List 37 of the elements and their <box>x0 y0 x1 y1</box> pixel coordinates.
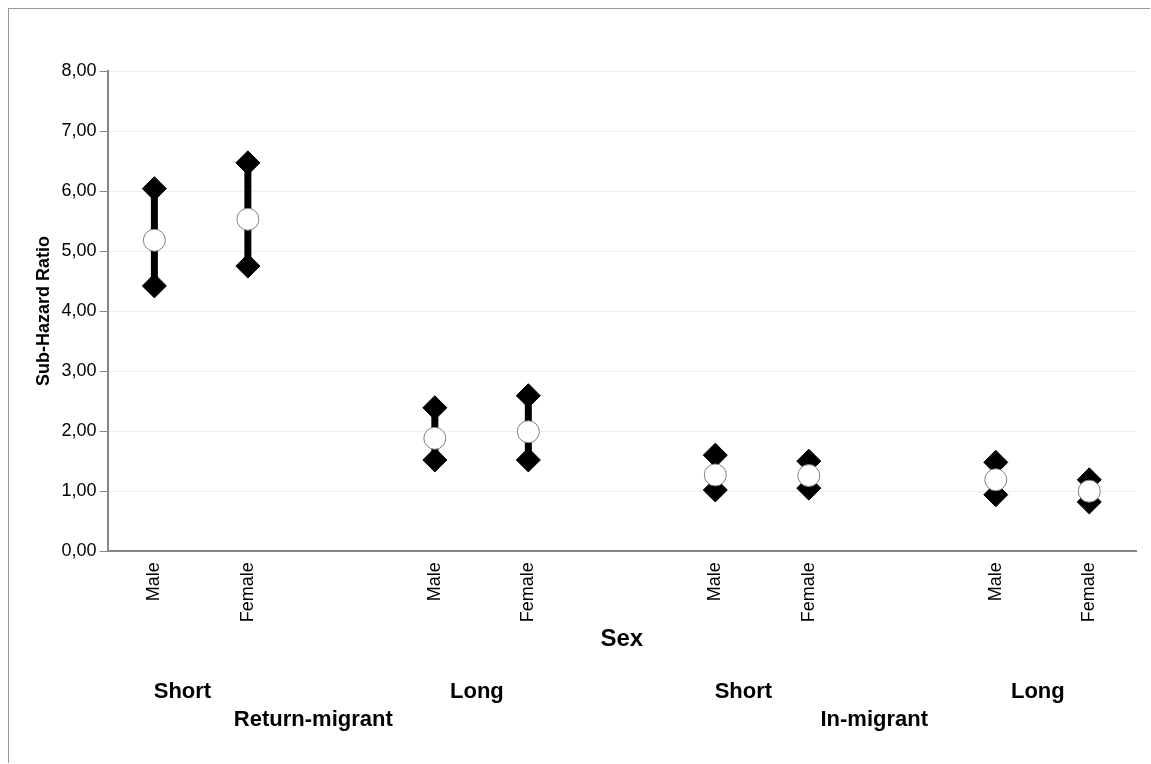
y-tick-label: 3,00 <box>61 360 97 381</box>
y-tick-label: 8,00 <box>61 59 97 80</box>
x-tick-label: Male <box>984 562 1005 602</box>
x-axis-title: Sex <box>600 624 644 652</box>
y-tick-label: 7,00 <box>61 119 97 140</box>
point <box>516 420 540 444</box>
point <box>1077 479 1101 503</box>
text: Short <box>714 678 773 704</box>
point <box>984 468 1008 492</box>
point <box>422 447 448 473</box>
x-tick-label: Female <box>517 562 538 623</box>
y-tick-label: 4,00 <box>61 300 97 321</box>
x-tick-label: Female <box>797 562 818 623</box>
x-tick-label: Male <box>143 562 164 602</box>
y-tick-label: 5,00 <box>61 240 97 261</box>
x-tick-label: Male <box>423 562 444 602</box>
text: Return-migrant <box>233 706 394 732</box>
point <box>423 426 447 450</box>
point <box>142 228 166 252</box>
x-tick-label: Female <box>1078 562 1099 623</box>
y-tick-label: 0,00 <box>61 540 97 561</box>
y-tick-label: 1,00 <box>61 480 97 501</box>
text: Long <box>1010 678 1065 704</box>
x-tick-label: Male <box>704 562 725 602</box>
y-tick-label: 6,00 <box>61 180 97 201</box>
point <box>703 463 727 487</box>
y-axis-title: Sub-Hazard Ratio <box>32 236 53 387</box>
point <box>141 273 167 299</box>
point <box>236 207 260 231</box>
point <box>235 253 261 279</box>
x-tick-label: Female <box>236 562 257 623</box>
text: In-migrant <box>820 706 929 732</box>
point <box>515 447 541 473</box>
point <box>797 464 821 488</box>
text: Long <box>450 678 504 704</box>
text: Short <box>153 678 212 704</box>
y-tick-label: 2,00 <box>61 420 97 441</box>
